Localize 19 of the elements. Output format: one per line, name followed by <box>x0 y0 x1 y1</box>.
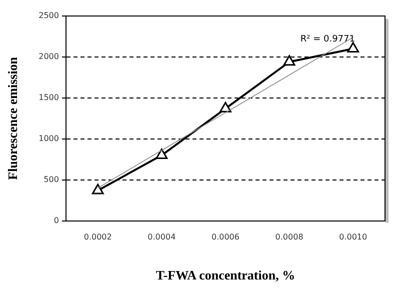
x-tick-label: 0.0008 <box>275 232 304 242</box>
point <box>283 55 296 66</box>
y-tick-label: 2000 <box>38 52 59 62</box>
x-tick-label: 0.0002 <box>84 232 112 242</box>
point <box>220 102 232 112</box>
x-tick-label: 0.0010 <box>339 232 368 242</box>
point <box>156 148 168 160</box>
point <box>92 184 104 194</box>
y-tick-label: 2500 <box>38 11 59 20</box>
point <box>347 42 360 53</box>
x-axis-title: T-FWA concentration, % <box>156 268 296 283</box>
annotation: R² = 0.9771 <box>300 34 355 44</box>
y-tick-label: 1500 <box>38 93 59 102</box>
y-tick-label: 1000 <box>38 134 59 143</box>
y-tick-label: 500 <box>44 174 59 184</box>
y-axis-title: Fluorescence emission <box>5 56 20 180</box>
y-tick-label: 0 <box>54 216 59 225</box>
x-tick-label: 0.0006 <box>211 232 240 242</box>
x-tick-label: 0.0004 <box>148 232 176 242</box>
